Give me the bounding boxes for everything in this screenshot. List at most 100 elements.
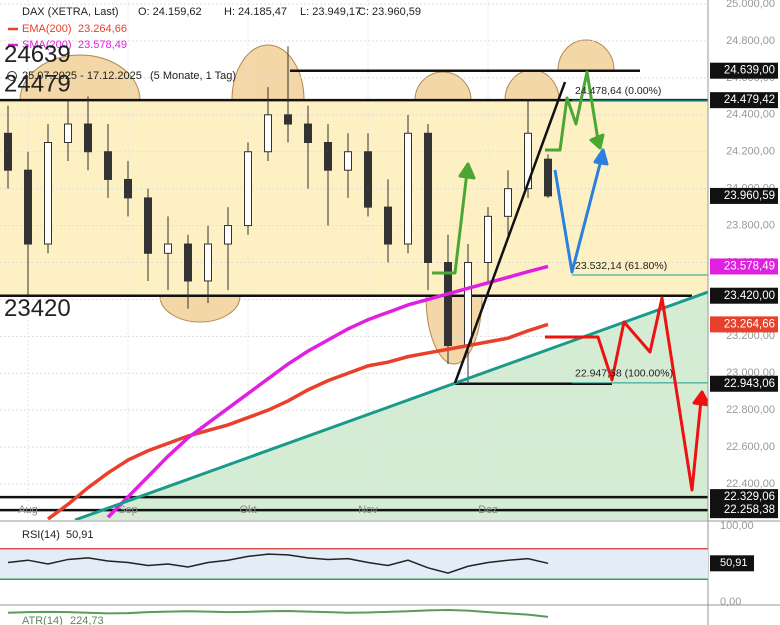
fib-label: 22.947,58 (100.00%) <box>575 368 673 380</box>
price-tag-label: 23.420,00 <box>724 290 775 302</box>
candle-body <box>304 123 312 144</box>
rsi-tag-label: 50,91 <box>720 557 748 569</box>
level-label: 24479 <box>4 71 71 98</box>
trend-line <box>74 290 708 520</box>
price-tag <box>710 489 778 506</box>
candle-body <box>264 114 272 153</box>
x-tick-label: Aug <box>18 504 38 516</box>
candle-body <box>284 114 292 125</box>
arrow <box>545 296 703 492</box>
rsi-tick-label: 0,00 <box>720 596 741 608</box>
x-tick-label: Sep <box>118 504 138 516</box>
x-tick-label: Okt <box>239 504 256 516</box>
y-tick-label: 22.800,00 <box>726 404 775 416</box>
fib-label: 24.478,64 (0.00%) <box>575 85 661 97</box>
candle-body <box>444 261 452 347</box>
candle-body <box>524 132 532 190</box>
candle-body <box>344 151 352 171</box>
candle-body <box>164 243 172 254</box>
ohlc-low: L: 23.949,17 <box>300 6 361 18</box>
price-tag <box>710 62 778 79</box>
y-tick-label: 24.800,00 <box>726 35 775 47</box>
candle-body <box>84 123 92 153</box>
y-tick-label: 24.400,00 <box>726 109 775 121</box>
price-tag <box>710 502 778 519</box>
grid-layer <box>0 0 708 520</box>
price-tag-label: 22.943,06 <box>724 378 775 390</box>
price-tag <box>710 287 778 304</box>
price-tag-label: 23.960,59 <box>724 190 775 202</box>
atr-value: 224,73 <box>70 615 104 625</box>
ma-line <box>46 322 549 520</box>
rsi-legend-bg <box>6 528 102 543</box>
price-tag <box>710 187 778 204</box>
candle-body <box>424 132 432 263</box>
candle-body <box>184 243 192 282</box>
candle-body <box>124 178 132 199</box>
tools <box>74 70 708 520</box>
x-tick-label: Nov <box>358 504 378 516</box>
candle-body <box>224 225 232 245</box>
price-tag-label: 24.479,42 <box>724 94 775 106</box>
y-tick-label: 24.200,00 <box>726 146 775 158</box>
candle-body <box>484 215 492 263</box>
atr-panel <box>7 609 549 618</box>
ohlc-high: H: 24.185,47 <box>224 6 287 18</box>
price-tag-label: 22.329,06 <box>724 491 775 503</box>
arrow-head <box>593 148 609 166</box>
candle-body <box>24 169 32 245</box>
price-tag <box>710 258 778 275</box>
candle-body <box>104 151 112 180</box>
arrow-head <box>458 162 476 180</box>
arc <box>414 71 472 101</box>
price-tag <box>710 375 778 392</box>
candle-body <box>204 243 212 282</box>
price-tag <box>710 92 778 109</box>
atr-name: ATR(14) <box>22 615 63 625</box>
clock-icon <box>7 71 17 81</box>
trend-line <box>453 81 567 384</box>
price-tag-label: 23.578,49 <box>724 260 775 272</box>
chart-title: DAX (XETRA, Last) <box>22 6 119 18</box>
rsi-value: 50,91 <box>66 529 94 541</box>
ma-line <box>106 264 549 519</box>
ohlc-close: C: 23.960,59 <box>358 6 421 18</box>
candle-body <box>4 132 12 171</box>
rsi-band <box>0 548 708 580</box>
candle-body <box>244 151 252 227</box>
level-label: 24639 <box>4 41 71 68</box>
legend-label: SMA(200) <box>22 39 72 51</box>
rsi-panel <box>0 548 708 580</box>
y-tick-label: 23.800,00 <box>726 219 775 231</box>
rsi-line <box>7 553 549 574</box>
candle-body <box>464 261 472 347</box>
price-tag <box>710 316 778 333</box>
ohlc-open: O: 24.159,62 <box>138 6 202 18</box>
arrow <box>432 171 469 275</box>
candle-body <box>324 142 332 171</box>
marks-layer <box>0 46 708 520</box>
arc <box>159 295 241 323</box>
legend-value: 23.264,66 <box>78 23 127 35</box>
y-tick-label: 22.600,00 <box>726 441 775 453</box>
y-tick-label: 22.400,00 <box>726 478 775 490</box>
candle-body <box>404 132 412 245</box>
candle-body <box>504 188 512 217</box>
arc <box>557 39 615 71</box>
price-tag-label: 23.264,66 <box>724 318 775 330</box>
header: DAX (XETRA, Last) O: 24.159,62 H: 24.185… <box>7 6 421 82</box>
date-range: 25.07.2025 - 17.12.2025 <box>22 70 142 82</box>
date-range-note: (5 Monate, 1 Tag) <box>150 70 236 82</box>
candle-body <box>64 123 72 144</box>
rsi-tick-label: 100,00 <box>720 520 754 532</box>
arrow-head <box>589 133 605 150</box>
candle-body <box>364 151 372 208</box>
candle-body <box>144 197 152 254</box>
arc <box>231 44 305 101</box>
legend-label: EMA(200) <box>22 23 72 35</box>
labels-layer: 25.000,0024.800,0024.600,0024.400,0024.2… <box>4 0 778 519</box>
level-label: 23420 <box>4 295 71 322</box>
arrow <box>545 70 600 152</box>
candle-body <box>384 206 392 245</box>
